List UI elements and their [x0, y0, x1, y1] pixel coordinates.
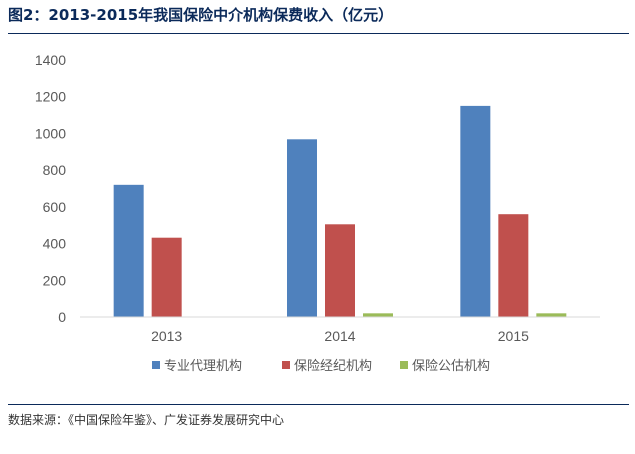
bar-保险经纪机构-2013	[151, 237, 182, 317]
bar-chart: 0 200 400 600 800 1000 1200 1400 2013 2014 2015 专业代…	[35, 52, 600, 374]
bar-专业代理机构-2014	[287, 139, 317, 317]
bar-保险公估机构-2014	[363, 313, 393, 317]
footer-rule	[8, 404, 629, 405]
x-tick-label: 2013	[151, 328, 182, 344]
legend-swatch-保险经纪机构	[282, 361, 290, 369]
y-tick-label: 1000	[35, 125, 66, 141]
bar-保险经纪机构-2015	[498, 214, 529, 317]
y-tick-label: 800	[43, 162, 67, 178]
legend-swatch-保险公估机构	[400, 361, 408, 369]
bar-保险经纪机构-2014	[325, 224, 355, 317]
y-tick-label: 1400	[35, 52, 66, 68]
bar-保险公估机构-2015	[536, 313, 567, 317]
y-tick-label: 200	[43, 272, 67, 288]
x-tick-label: 2014	[324, 328, 355, 344]
header-rule	[8, 33, 629, 34]
legend-swatch-专业代理机构	[152, 361, 160, 369]
y-tick-label: 400	[43, 236, 67, 252]
y-tick-label: 0	[58, 309, 66, 325]
source-note: 数据来源：《中国保险年鉴》、广发证券发展研究中心	[8, 413, 285, 427]
bar-专业代理机构-2013	[113, 184, 144, 317]
legend-label: 专业代理机构	[164, 359, 242, 374]
legend-label: 保险经纪机构	[294, 359, 372, 374]
legend-label: 保险公估机构	[412, 359, 490, 374]
y-tick-label: 600	[43, 199, 67, 215]
x-tick-label: 2015	[498, 328, 529, 344]
bar-专业代理机构-2015	[460, 105, 491, 318]
chart-title: 图2：2013-2015年我国保险中介机构保费收入（亿元）	[8, 6, 394, 24]
y-tick-label: 1200	[35, 89, 66, 105]
chart-area: 0 200 400 600 800 1000 1200 1400 2013 2014 2015 专业代…	[0, 36, 635, 402]
